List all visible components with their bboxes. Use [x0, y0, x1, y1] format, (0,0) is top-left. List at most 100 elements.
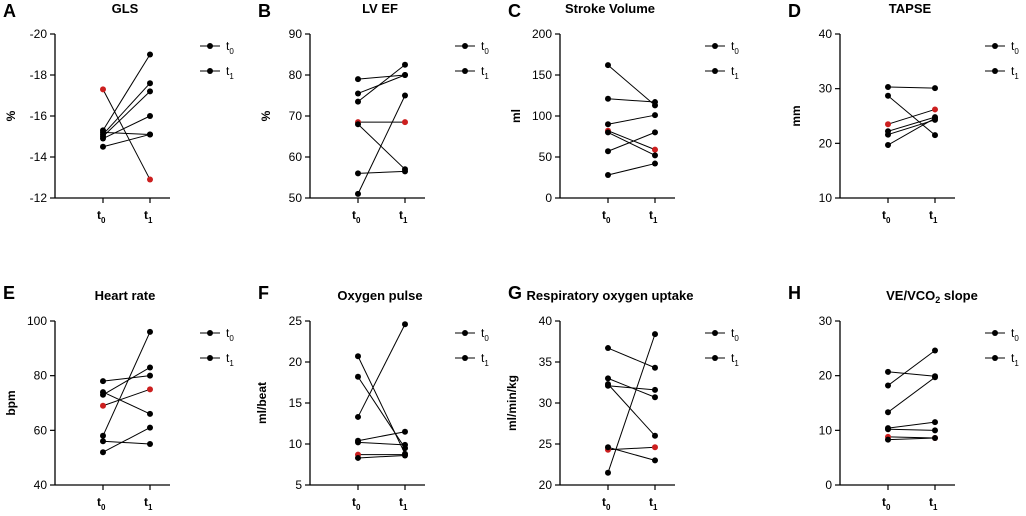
y-tick-label: 30	[819, 314, 833, 328]
y-tick-label: 60	[289, 150, 303, 164]
series-line	[607, 114, 656, 125]
panel-title: Heart rate	[95, 288, 156, 303]
data-point	[100, 378, 106, 385]
data-point	[402, 92, 408, 99]
data-point	[652, 129, 658, 136]
x-tick-label: t0	[602, 495, 611, 512]
series-line	[357, 356, 406, 455]
data-point	[100, 449, 106, 456]
data-point	[652, 364, 658, 371]
series-line	[887, 421, 936, 429]
panel-title: Stroke Volume	[565, 1, 655, 16]
series-line	[887, 117, 936, 146]
data-point-highlight	[147, 176, 153, 183]
data-point	[885, 131, 891, 138]
data-point	[932, 132, 938, 139]
legend-label: t1	[226, 64, 234, 81]
y-tick-label: 40	[34, 478, 48, 492]
data-point	[402, 61, 408, 68]
data-point	[605, 129, 611, 136]
panel-a: A GLS -12 -14 -16 -18 -20%	[3, 1, 220, 205]
panel-title: Respiratory oxygen uptake	[527, 288, 694, 303]
data-point	[605, 469, 611, 476]
series-line	[102, 89, 151, 180]
data-point	[652, 152, 658, 159]
data-point	[355, 190, 361, 197]
data-point	[402, 321, 408, 328]
legend-label: t1	[481, 351, 489, 368]
legend-item	[455, 43, 475, 49]
data-point-highlight	[652, 146, 658, 153]
data-point	[652, 112, 658, 119]
data-point	[885, 84, 891, 91]
series-line	[607, 98, 656, 103]
y-tick-label: 70	[289, 109, 303, 123]
data-point	[402, 168, 408, 175]
y-tick-label: 25	[289, 314, 303, 328]
y-tick-label: 20	[819, 369, 833, 383]
data-point-highlight	[652, 444, 658, 451]
x-tick-label: t1	[929, 495, 938, 512]
series-line	[887, 350, 936, 386]
panel-h: H VE/VCO2 slope 0 10 20 30	[788, 283, 1005, 492]
series-line	[887, 108, 936, 125]
data-point	[355, 90, 361, 97]
data-point	[885, 368, 891, 375]
data-point	[355, 121, 361, 128]
y-tick-label: 0	[825, 478, 832, 492]
series-line	[887, 428, 936, 431]
series-line	[357, 123, 406, 170]
x-tick-label: t0	[352, 495, 361, 512]
data-point	[652, 457, 658, 464]
series-line	[357, 74, 406, 80]
legend-label: t1	[731, 64, 739, 81]
legend-marker	[712, 355, 718, 361]
data-point	[605, 345, 611, 352]
data-point	[147, 424, 153, 431]
data-point-highlight	[100, 86, 106, 93]
series-line	[102, 375, 151, 382]
panel-g: G Respiratory oxygen uptake 20 25 30 35 40 ml/m…	[505, 283, 725, 492]
y-axis-label: %	[4, 110, 18, 121]
panel-c: C Stroke Volume 0 50 100 150 200 ml	[508, 1, 725, 205]
series-line	[102, 440, 151, 445]
data-point	[932, 419, 938, 426]
series-line	[357, 324, 406, 418]
x-tick-label: t0	[882, 208, 891, 225]
series-line	[607, 385, 656, 391]
series-line	[102, 367, 151, 396]
legend-label: t0	[226, 326, 234, 343]
y-tick-label: 10	[289, 437, 303, 451]
series-line	[887, 437, 936, 441]
legend-label: t1	[481, 64, 489, 81]
data-point	[147, 441, 153, 447]
data-point-highlight	[402, 119, 408, 126]
panel-title: LV EF	[362, 1, 398, 16]
series-line	[607, 64, 656, 106]
series-line	[102, 131, 151, 135]
panel-title: TAPSE	[889, 1, 932, 16]
panel-letter: C	[508, 1, 521, 21]
legend-marker	[992, 68, 998, 74]
y-tick-label: 40	[819, 27, 833, 41]
legend-marker	[712, 43, 718, 49]
series-line	[887, 95, 936, 136]
y-tick-label: -12	[30, 191, 48, 205]
series-line	[357, 64, 406, 103]
y-axis-label: %	[259, 110, 273, 121]
data-point	[147, 364, 153, 371]
legend-marker	[712, 330, 718, 336]
data-point	[355, 98, 361, 105]
data-point	[147, 410, 153, 417]
series-line	[357, 441, 406, 446]
series-line	[102, 133, 151, 148]
data-point	[605, 444, 611, 451]
data-point	[885, 436, 891, 443]
x-tick-label: t1	[399, 208, 408, 225]
legend-item	[200, 43, 220, 49]
legend-label: t0	[1011, 39, 1019, 56]
x-tick-label: t1	[649, 495, 658, 512]
data-point	[885, 382, 891, 389]
legend-marker	[992, 330, 998, 336]
